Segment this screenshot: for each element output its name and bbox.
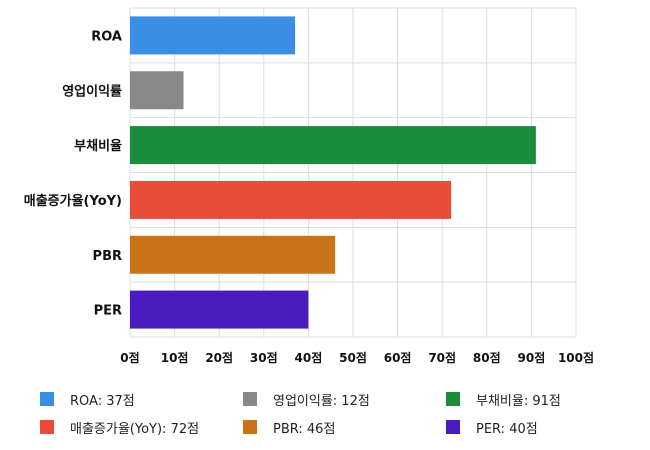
legend-item: PBR: 46점 bbox=[243, 416, 446, 438]
legend-label: PER: 40점 bbox=[476, 421, 538, 437]
x-tick-label: 80점 bbox=[473, 350, 501, 365]
bar bbox=[130, 126, 536, 165]
x-tick-label: 30점 bbox=[250, 350, 278, 365]
category-label: 영업이익률 bbox=[62, 83, 122, 99]
bars bbox=[130, 16, 536, 329]
x-tick-label: 60점 bbox=[384, 350, 412, 365]
legend-item: PER: 40점 bbox=[446, 416, 636, 438]
x-tick-label: 100점 bbox=[558, 350, 594, 365]
legend-swatch bbox=[40, 420, 54, 434]
category-label: 부채비율 bbox=[74, 138, 122, 154]
legend-item: 영업이익률: 12점 bbox=[243, 388, 446, 410]
x-axis-ticks: 0점 10점 20점 30점 40점 50점 60점 70점 80점 90점 100점 bbox=[120, 350, 594, 365]
legend-swatch bbox=[243, 420, 257, 434]
legend-swatch bbox=[243, 392, 257, 406]
category-label: PBR bbox=[93, 249, 122, 264]
x-tick-label: 70점 bbox=[428, 350, 456, 365]
grid-lines bbox=[129, 7, 577, 338]
legend-label: 매출증가율(YoY): 72점 bbox=[70, 421, 200, 437]
category-label: PER bbox=[94, 304, 122, 319]
x-tick-label: 40점 bbox=[295, 350, 323, 365]
legend-label: 영업이익률: 12점 bbox=[273, 393, 370, 409]
bar bbox=[130, 290, 309, 329]
bar bbox=[130, 71, 184, 110]
bar bbox=[130, 235, 336, 274]
x-tick-label: 10점 bbox=[161, 350, 189, 365]
bar bbox=[130, 180, 452, 219]
x-tick-label: 50점 bbox=[339, 350, 367, 365]
x-tick-label: 20점 bbox=[205, 350, 233, 365]
bar bbox=[130, 16, 296, 55]
x-tick-label: 0점 bbox=[120, 350, 139, 365]
x-tick-label: 90점 bbox=[518, 350, 546, 365]
legend-swatch bbox=[40, 392, 54, 406]
legend-label: PBR: 46점 bbox=[273, 421, 336, 437]
legend-label: 부채비율: 91점 bbox=[476, 393, 561, 409]
legend-item: 매출증가율(YoY): 72점 bbox=[40, 416, 243, 438]
legend-item: ROA: 37점 bbox=[40, 388, 243, 410]
legend-swatch bbox=[446, 392, 460, 406]
category-label: 매출증가율(YoY) bbox=[24, 193, 122, 209]
legend-label: ROA: 37점 bbox=[70, 393, 135, 409]
legend-swatch bbox=[446, 420, 460, 434]
category-label: ROA bbox=[91, 29, 122, 44]
legend-item: 부채비율: 91점 bbox=[446, 388, 636, 410]
